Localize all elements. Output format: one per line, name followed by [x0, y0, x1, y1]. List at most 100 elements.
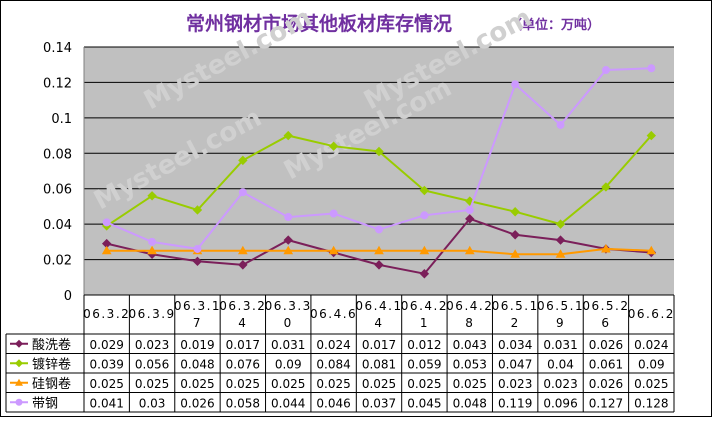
data-label: 0.058: [226, 396, 260, 410]
data-point: [510, 207, 520, 217]
data-label: 0.081: [362, 357, 396, 371]
data-point: [555, 249, 566, 258]
data-point: [465, 214, 475, 224]
data-point: [147, 245, 157, 255]
data-point: [646, 130, 657, 141]
data-point: [510, 230, 520, 240]
data-label: 0.025: [90, 377, 124, 391]
data-point: [238, 188, 247, 197]
data-label: 0.127: [589, 396, 623, 410]
legend-label: 硅钢卷: [32, 376, 71, 392]
x-tick-label: 06.3.2: [83, 307, 130, 321]
data-point: [375, 225, 383, 234]
data-label: 0.061: [589, 357, 623, 371]
data-label: 0.041: [90, 396, 124, 410]
data-point: [283, 235, 293, 245]
x-tick-label: 06.3.3: [265, 299, 312, 313]
data-label: 0.047: [498, 357, 532, 371]
data-label: 0.053: [453, 357, 487, 371]
data-point: [601, 243, 611, 253]
data-label: 0.025: [362, 377, 396, 391]
y-tick-label: 0.12: [43, 76, 72, 91]
x-tick-label: 06.3.2: [219, 299, 266, 313]
data-label: 0.023: [135, 338, 169, 352]
data-label: 0.04: [547, 357, 574, 371]
data-point: [374, 146, 384, 157]
x-tick-label: 06.4.6: [310, 307, 357, 321]
data-label: 0.025: [226, 377, 260, 391]
data-point: [555, 219, 566, 229]
x-tick-label: 7: [193, 316, 202, 330]
data-label: 0.048: [453, 396, 487, 410]
data-point: [237, 245, 248, 255]
data-label: 0.056: [135, 357, 169, 371]
data-point: [601, 66, 610, 75]
y-tick-label: 0.04: [43, 218, 72, 233]
data-label: 0.09: [638, 357, 665, 371]
data-point: [283, 245, 294, 255]
y-tick-label: 0.1: [51, 112, 72, 127]
y-tick-label: 0.02: [43, 254, 72, 269]
data-label: 0.023: [543, 377, 577, 391]
data-label: 0.025: [180, 377, 214, 391]
x-tick-label: 2: [511, 316, 520, 330]
data-point: [601, 182, 611, 192]
data-label: 0.017: [226, 338, 260, 352]
legend-label: 酸洗卷: [32, 337, 71, 353]
data-label: 0.025: [453, 377, 487, 391]
data-label: 0.031: [271, 338, 305, 352]
x-tick-label: 8: [465, 316, 474, 330]
data-label: 0.031: [543, 338, 577, 352]
data-label: 0.026: [180, 396, 214, 410]
x-tick-label: 4: [238, 316, 247, 330]
data-table: 06.3.206.3.906.3.1706.3.2406.3.3006.4.60…: [5, 294, 675, 413]
x-tick-label: 06.6.2: [628, 307, 675, 321]
legend-marker: [15, 359, 23, 368]
data-label: 0.019: [180, 338, 214, 352]
chart-unit: （单位：万吨）: [509, 17, 600, 33]
legend-label: 镀锌卷: [32, 356, 71, 372]
data-label: 0.026: [589, 338, 623, 352]
x-tick-label: 4: [374, 316, 383, 330]
y-tick-label: 0.08: [43, 147, 72, 162]
data-point: [647, 64, 656, 73]
data-point: [147, 191, 157, 201]
y-axis: 0 0.02 0.04 0.06 0.08 0.1 0.12 0.14: [43, 41, 85, 304]
data-label: 0.119: [498, 396, 532, 410]
data-point: [420, 211, 429, 220]
data-point: [510, 249, 521, 258]
x-tick-label: 06.5.1: [537, 299, 584, 313]
data-point: [238, 155, 248, 166]
x-tick-label: 0: [284, 316, 293, 330]
x-tick-label: 9: [556, 316, 565, 330]
data-label: 0.025: [316, 377, 350, 391]
data-point: [419, 185, 430, 196]
x-tick-label: 06.3.1: [174, 299, 221, 313]
data-point: [556, 120, 565, 129]
data-point: [329, 209, 338, 218]
x-tick-label: 06.4.2: [401, 299, 448, 313]
x-tick-label: 06.5.2: [582, 299, 629, 313]
legend-marker: [15, 339, 23, 348]
data-label: 0.012: [407, 338, 441, 352]
data-point: [465, 205, 474, 214]
data-label: 0.026: [589, 377, 623, 391]
data-point: [328, 141, 339, 151]
data-label: 0.034: [498, 338, 532, 352]
x-tick-label: 06.3.9: [128, 307, 175, 321]
data-point: [374, 260, 384, 270]
data-label: 0.039: [90, 357, 124, 371]
data-label: 0.128: [634, 396, 668, 410]
data-point: [646, 245, 657, 255]
data-label: 0.025: [135, 377, 169, 391]
data-point: [284, 213, 293, 222]
legend-marker: [15, 398, 23, 406]
x-tick-label: 06.5.1: [492, 299, 539, 313]
data-label: 0.024: [316, 338, 350, 352]
series-layer: [101, 64, 657, 279]
data-label: 0.045: [407, 396, 441, 410]
x-tick-label: 1: [420, 316, 429, 330]
data-point: [283, 130, 293, 141]
